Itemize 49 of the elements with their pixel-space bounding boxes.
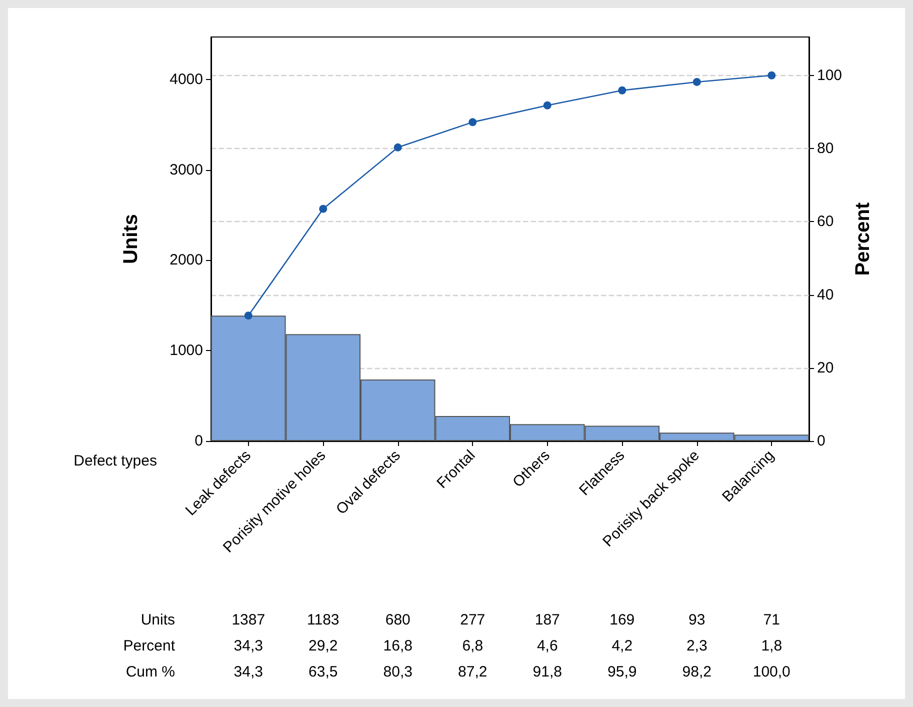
text: 2,3 (686, 638, 708, 654)
text: 4,2 (612, 638, 633, 654)
point (468, 118, 477, 126)
data-label: 80,3 (383, 664, 412, 680)
data-label: 93 (688, 612, 706, 628)
data-label: 87,2 (458, 664, 488, 680)
text: 6,8 (462, 638, 484, 654)
data-label: 95,9 (608, 664, 637, 680)
y-tick-label: 4000 (170, 70, 203, 88)
text: 1,8 (761, 638, 782, 654)
data-label: 98,2 (682, 664, 712, 680)
data-label: 71 (763, 612, 780, 628)
point (319, 204, 328, 213)
data-label: 1387 (232, 612, 266, 628)
point (768, 71, 776, 80)
text: 4,6 (536, 638, 558, 654)
y-tick-label: 2000 (170, 252, 203, 269)
y-tick-label: 0 (194, 432, 203, 450)
data-label: 187 (534, 612, 560, 628)
y2-tick-label: 60 (817, 213, 834, 230)
data-label: 277 (460, 612, 486, 628)
y-tick-label: 3000 (170, 161, 203, 178)
x-axis-title: Defect types (74, 452, 157, 470)
point (543, 101, 552, 110)
data-label: 34,3 (234, 664, 263, 680)
y-tick-label: 1000 (170, 342, 203, 360)
text: 29,2 (308, 638, 338, 654)
point (394, 143, 402, 152)
y-axis-title: Units (120, 214, 142, 264)
text: 16,8 (383, 638, 412, 654)
data-label: 91,8 (532, 664, 562, 680)
point (244, 312, 252, 320)
point (618, 86, 626, 94)
data-label: 63,5 (308, 664, 338, 680)
point (692, 78, 701, 86)
y2-tick-label: 20 (817, 359, 834, 376)
data-label: 680 (385, 612, 410, 628)
text: 34,3 (234, 638, 263, 654)
data-label: 100,0 (752, 664, 790, 680)
y2-tick-label: 40 (817, 286, 834, 304)
text: Cum % (126, 664, 175, 680)
y2-tick-label: 100 (817, 66, 842, 84)
y2-axis-title: Percent (852, 202, 874, 276)
text: Percent (123, 638, 176, 654)
data-label: 169 (610, 612, 635, 628)
data-label: 1183 (306, 612, 340, 628)
y2-tick-label: 0 (817, 432, 826, 450)
text: Units (140, 612, 175, 628)
y2-tick-label: 80 (817, 140, 834, 158)
